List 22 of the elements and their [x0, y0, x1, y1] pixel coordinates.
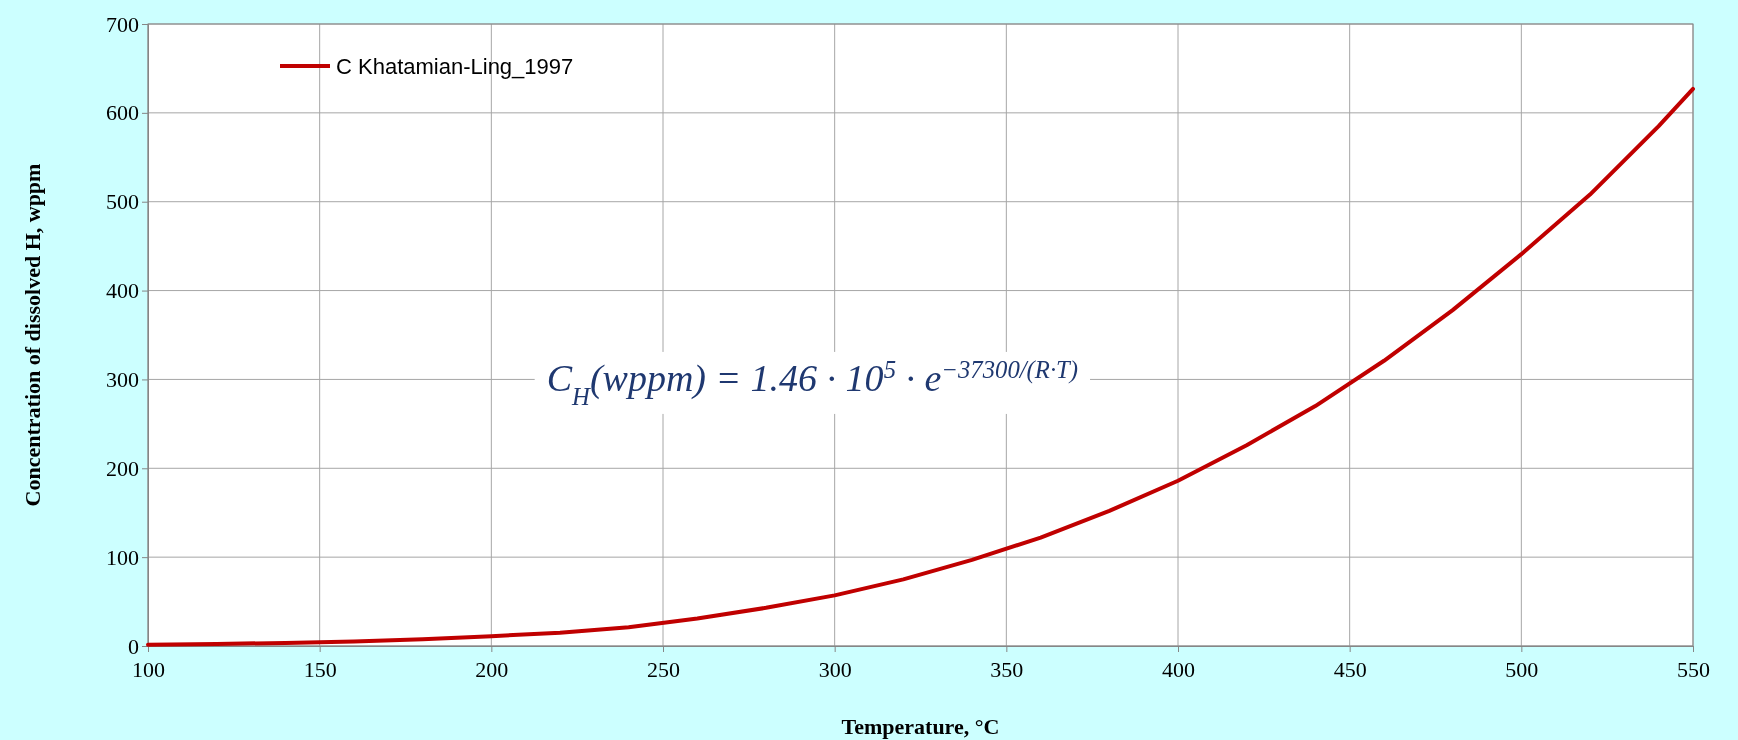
x-tick-label: 250: [647, 657, 680, 682]
x-tick-label: 400: [1162, 657, 1195, 682]
y-axis-title: Concentration of dissolved H, wppm: [20, 163, 45, 507]
x-tick-label: 100: [132, 657, 165, 682]
x-tick-label: 350: [990, 657, 1024, 682]
x-axis-title: Temperature, °C: [841, 714, 1000, 739]
annotation: C$_{H}$(wppm) = 1.46 · 10$^{5}$ · e$^{−37300/(R·T)}$: [546, 355, 1079, 410]
x-tick-label: 450: [1333, 657, 1367, 682]
y-tick-label: 0: [128, 633, 139, 659]
y-tick-label: 200: [106, 455, 139, 481]
x-tick-label: 300: [818, 657, 852, 682]
x-tick-label: 550: [1677, 657, 1710, 682]
legend-label: C Khatamian-Ling_1997: [336, 53, 574, 79]
x-tick-label: 500: [1505, 657, 1539, 682]
y-tick-label: 700: [106, 11, 139, 37]
y-tick-label: 300: [106, 366, 139, 392]
y-tick-label: 100: [106, 544, 139, 570]
x-tick-label: 150: [303, 657, 337, 682]
y-tick-label: 500: [106, 189, 139, 215]
y-tick-label: 400: [106, 278, 139, 304]
x-tick-label: 200: [475, 657, 509, 682]
y-tick-label: 600: [106, 100, 139, 126]
